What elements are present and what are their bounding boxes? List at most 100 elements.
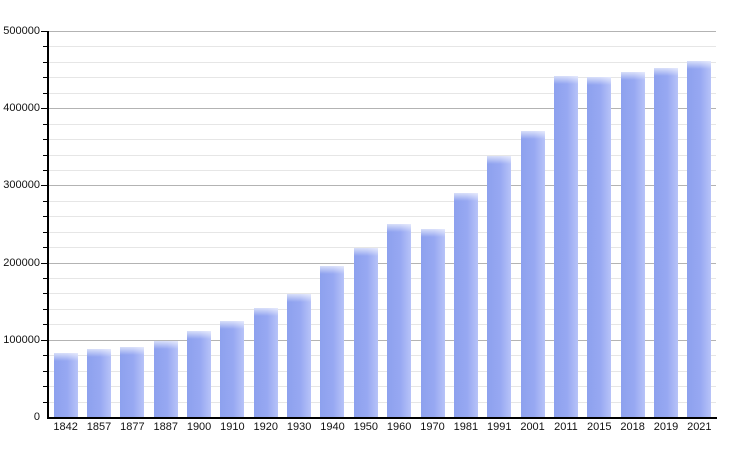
major-gridline — [49, 339, 716, 341]
x-tick-label: 2018 — [620, 421, 645, 433]
y-axis-tick — [41, 31, 47, 32]
minor-gridline — [49, 200, 716, 202]
minor-gridline — [49, 324, 716, 326]
x-tick-label: 1857 — [86, 421, 112, 433]
x-axis-line — [47, 417, 717, 419]
minor-gridline — [49, 46, 716, 48]
y-axis-tick — [43, 200, 47, 202]
minor-gridline — [49, 293, 716, 295]
minor-gridline — [49, 231, 716, 233]
y-tick-label: 200000 — [3, 256, 40, 269]
x-tick-label: 1940 — [320, 421, 345, 433]
minor-gridline — [49, 386, 716, 388]
bar-2011 — [553, 75, 578, 417]
minor-gridline — [49, 247, 716, 249]
x-tick-label: 2001 — [520, 421, 545, 433]
major-gridline — [49, 31, 716, 32]
x-tick-label: 2019 — [653, 421, 679, 433]
minor-gridline — [49, 61, 716, 63]
y-axis-tick — [43, 216, 47, 218]
x-tick-label: 1887 — [153, 421, 178, 433]
x-tick-label: 1920 — [253, 421, 279, 433]
x-tick-label: 1991 — [486, 421, 512, 433]
minor-gridline — [49, 370, 716, 372]
x-tick-label: 1910 — [220, 421, 245, 433]
y-axis-tick — [43, 154, 47, 156]
y-axis-tick — [43, 293, 47, 295]
y-axis-line — [47, 31, 49, 417]
y-axis-tick — [43, 401, 47, 403]
bar-1910 — [220, 320, 245, 417]
minor-gridline — [49, 169, 716, 171]
bar-1920 — [253, 308, 278, 417]
y-axis-tick — [41, 339, 47, 341]
bar-1960 — [387, 224, 412, 417]
minor-gridline — [49, 278, 716, 280]
y-axis-tick — [43, 92, 47, 94]
y-axis-tick — [43, 278, 47, 280]
y-tick-label: 400000 — [3, 102, 40, 115]
y-axis-tick — [43, 123, 47, 125]
bar-1930 — [287, 294, 312, 417]
y-axis-tick — [41, 108, 47, 110]
minor-gridline — [49, 216, 716, 218]
bar-1842 — [53, 352, 78, 417]
x-tick-label: 1950 — [353, 421, 379, 433]
x-tick-label: 1842 — [53, 421, 78, 433]
bar-1981 — [453, 193, 478, 417]
x-tick-label: 2021 — [687, 421, 712, 433]
y-tick-label: 100000 — [3, 333, 40, 346]
plot-area — [41, 31, 717, 419]
bar-2015 — [587, 77, 612, 417]
y-axis-tick — [43, 61, 47, 63]
y-axis-tick — [43, 324, 47, 326]
y-axis-tick — [43, 247, 47, 249]
minor-gridline — [49, 77, 716, 79]
minor-gridline — [49, 154, 716, 156]
bar-2001 — [520, 130, 545, 417]
minor-gridline — [49, 308, 716, 310]
bar-2018 — [620, 71, 645, 417]
bar-1887 — [153, 341, 178, 417]
x-tick-label: 2015 — [587, 421, 612, 433]
major-gridline — [49, 185, 716, 187]
bar-1877 — [120, 346, 145, 417]
y-axis-tick — [43, 386, 47, 388]
bar-2019 — [653, 68, 678, 417]
bar-1857 — [87, 349, 112, 417]
major-gridline — [49, 108, 716, 110]
y-axis-tick — [43, 139, 47, 141]
x-tick-label: 1900 — [186, 421, 212, 433]
minor-gridline — [49, 92, 716, 94]
major-gridline — [49, 262, 716, 264]
x-tick-label: 1930 — [286, 421, 312, 433]
minor-gridline — [49, 123, 716, 125]
x-tick-label: 2011 — [554, 421, 578, 433]
y-axis-tick — [43, 46, 47, 48]
y-tick-label: 300000 — [3, 179, 40, 192]
y-axis-tick — [43, 355, 47, 357]
bar-1900 — [187, 330, 212, 417]
minor-gridline — [49, 355, 716, 357]
x-tick-label: 1877 — [120, 421, 145, 433]
y-axis-tick — [43, 169, 47, 171]
bar-1991 — [487, 156, 512, 417]
y-tick-label: 0 — [33, 411, 40, 423]
y-axis-tick — [41, 185, 47, 187]
y-axis-tick — [43, 308, 47, 310]
bar-1940 — [320, 266, 345, 417]
y-axis-tick — [43, 370, 47, 372]
y-tick-label: 500000 — [3, 25, 40, 37]
y-axis-tick — [41, 262, 47, 264]
bar-1950 — [353, 247, 378, 417]
x-tick-label: 1981 — [453, 421, 479, 433]
x-tick-label: 1970 — [420, 421, 445, 433]
x-tick-label: 1960 — [386, 421, 412, 433]
bar-2021 — [687, 61, 712, 417]
bar-1970 — [420, 228, 445, 417]
y-axis-tick — [43, 77, 47, 79]
y-axis-tick — [43, 231, 47, 233]
minor-gridline — [49, 401, 716, 403]
minor-gridline — [49, 139, 716, 141]
